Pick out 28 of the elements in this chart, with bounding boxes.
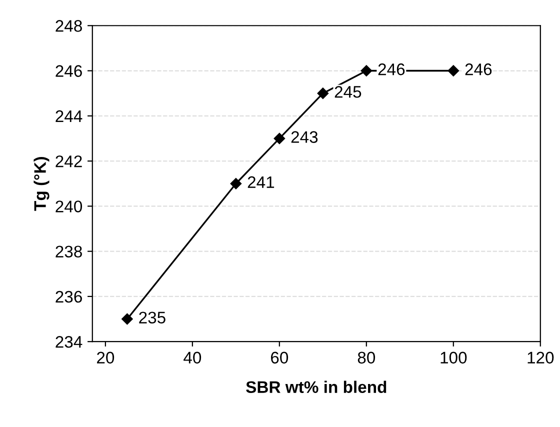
data-label: 235 [139, 312, 166, 324]
x-tick-label: 80 [358, 352, 376, 364]
point [274, 132, 286, 144]
y-axis-title: Tg (°K) [34, 157, 50, 211]
data-label: 243 [291, 131, 318, 143]
x-tick-label: 100 [440, 352, 467, 364]
x-axis-title: SBR wt% in blend [246, 380, 386, 393]
x-tick-label: 120 [528, 352, 554, 364]
data-label: 246 [378, 63, 405, 76]
point [317, 88, 329, 99]
y-tick-label: 234 [56, 336, 82, 348]
x-tick-label: 60 [271, 352, 288, 364]
data-label: 246 [465, 63, 492, 76]
x-tick-label: 20 [97, 352, 114, 364]
y-tick-label: 238 [56, 246, 82, 258]
y-tick-label: 244 [56, 110, 82, 122]
point [448, 65, 460, 76]
y-tick-label: 248 [56, 20, 82, 32]
y-tick-label: 246 [56, 65, 82, 77]
x-tick-label: 40 [184, 352, 202, 364]
point [360, 65, 372, 76]
point [122, 313, 133, 325]
y-tick-label: 242 [56, 155, 82, 168]
y-tick-label: 240 [56, 200, 82, 212]
y-tick-label: 236 [56, 290, 82, 303]
point [230, 178, 242, 190]
data-label: 241 [248, 176, 274, 188]
data-label: 245 [334, 86, 362, 98]
